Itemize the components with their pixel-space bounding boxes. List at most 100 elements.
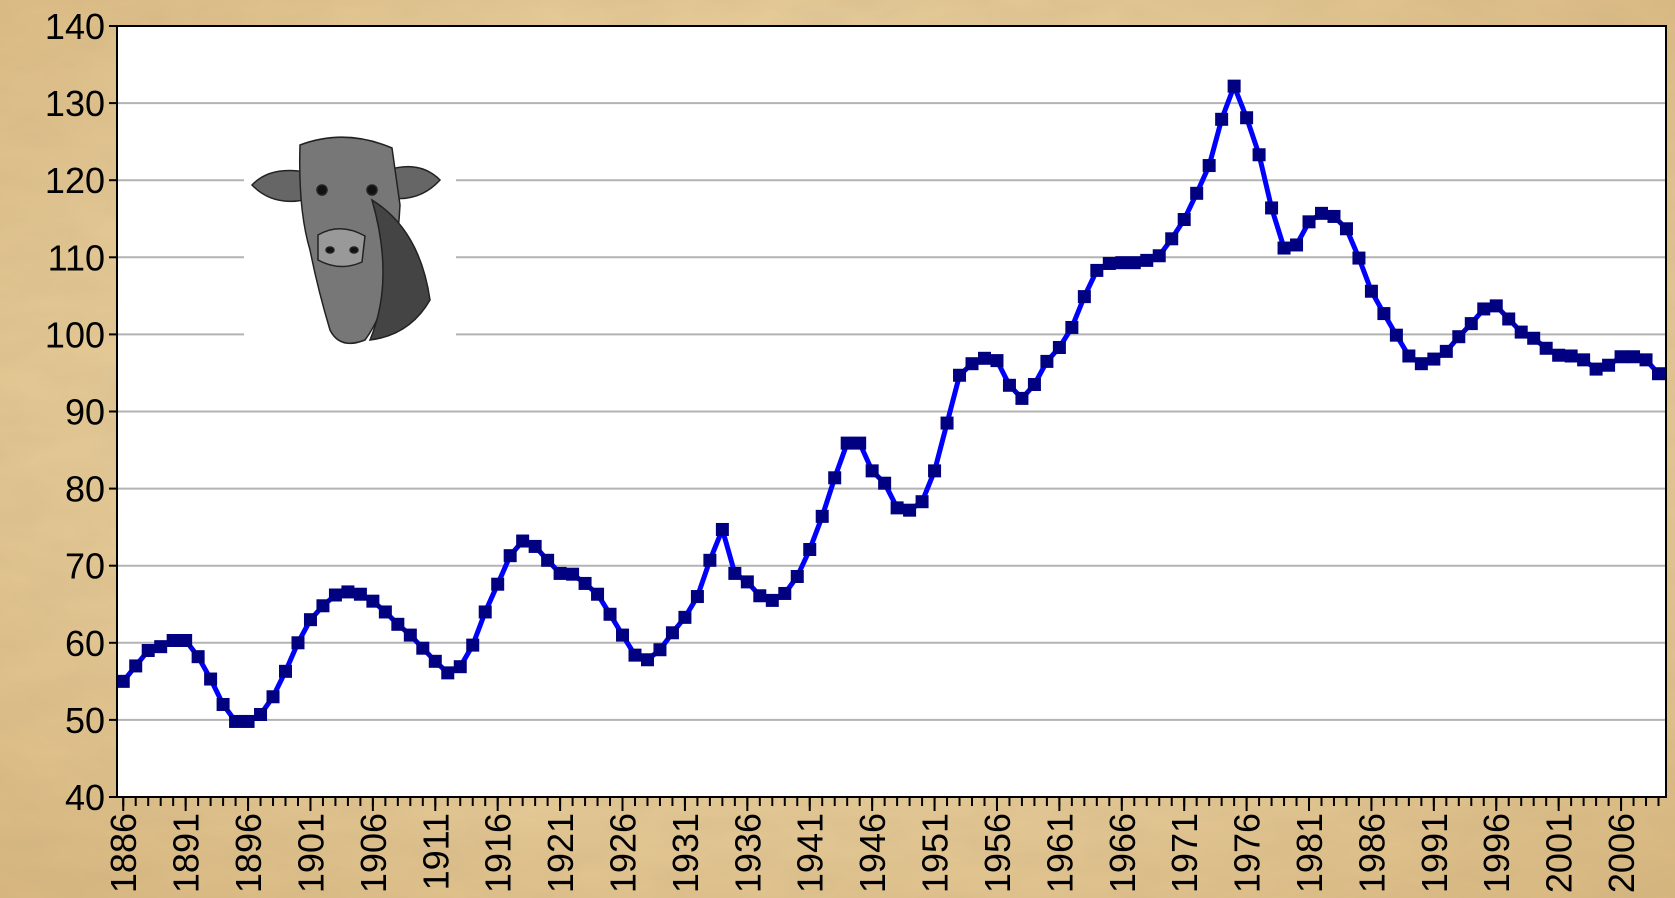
data-point [1090,264,1103,277]
data-point [678,611,691,624]
data-point [1215,113,1228,126]
data-point [1103,257,1116,270]
data-point [354,588,367,601]
data-point [778,587,791,600]
data-point [978,352,991,365]
data-point [429,655,442,668]
data-point [554,567,567,580]
data-point [1627,350,1640,363]
data-point [316,599,329,612]
data-point [1377,307,1390,320]
data-point [279,665,292,678]
data-point [641,653,654,666]
data-point [1452,330,1465,343]
data-point [129,659,142,672]
data-point [391,618,404,631]
data-point [529,540,542,553]
x-tick-label: 1966 [1102,813,1143,893]
data-point [853,437,866,450]
data-point [691,590,704,603]
x-tick-label: 1971 [1164,813,1205,893]
data-point [479,605,492,618]
data-point [928,464,941,477]
x-tick-label: 1906 [353,813,394,893]
data-point [1303,215,1316,228]
data-point [304,613,317,626]
y-tick-label: 110 [48,237,105,278]
x-tick-label: 1896 [228,813,269,893]
data-point [1602,359,1615,372]
x-tick-label: 1916 [478,813,519,893]
data-point [1240,111,1253,124]
x-tick-label: 1956 [977,813,1018,893]
x-tick-label: 1921 [540,813,581,893]
data-point [741,575,754,588]
data-point [1203,159,1216,172]
data-point [466,639,479,652]
data-point [816,510,829,523]
x-tick-label: 2001 [1539,813,1580,893]
data-point [1290,238,1303,251]
data-point [566,568,579,581]
data-point [491,578,504,591]
x-tick-label: 1911 [415,813,456,890]
data-point [703,554,716,567]
data-point [878,477,891,490]
x-tick-label: 1936 [727,813,768,893]
data-point [1015,392,1028,405]
data-point [167,634,180,647]
data-point [1352,252,1365,265]
data-point [1540,342,1553,355]
y-tick-label: 130 [45,83,105,124]
data-point [1490,299,1503,312]
x-tick-label: 1951 [915,813,956,893]
data-point [616,629,629,642]
data-point [242,715,255,728]
data-point [454,660,467,673]
x-tick-label: 1941 [790,813,831,893]
data-point [416,642,429,655]
y-tick-label: 70 [65,546,105,587]
data-point [1040,355,1053,368]
data-point [366,595,379,608]
data-point [1128,256,1141,269]
y-tick-label: 100 [45,314,105,355]
data-point [1278,242,1291,255]
x-tick-label: 1926 [603,813,644,893]
y-tick-label: 60 [65,623,105,664]
data-point [1415,357,1428,370]
data-point [541,554,554,567]
data-point [217,698,230,711]
data-point [1140,254,1153,267]
y-tick-label: 50 [65,700,105,741]
data-point [1402,349,1415,362]
x-tick-label: 2006 [1601,813,1642,893]
data-point [404,629,417,642]
data-point [341,585,354,598]
data-point [841,437,854,450]
data-point [1340,222,1353,235]
data-point [267,690,280,703]
data-point [516,535,529,548]
data-point [903,504,916,517]
data-point [579,577,592,590]
x-tick-label: 1946 [852,813,893,893]
data-point [766,594,779,607]
data-point [1652,367,1665,380]
x-tick-label: 1891 [166,813,207,893]
data-point [591,588,604,601]
data-point [1552,349,1565,362]
data-point [1165,232,1178,245]
data-point [1502,312,1515,325]
data-point [803,543,816,556]
data-point [329,588,342,601]
data-point [1577,353,1590,366]
y-tick-label: 80 [65,469,105,510]
data-point [1590,363,1603,376]
data-point [379,605,392,618]
x-tick-label: 1901 [290,813,331,893]
data-point [1640,353,1653,366]
data-point [628,649,641,662]
data-point [604,608,617,621]
data-point [941,417,954,430]
